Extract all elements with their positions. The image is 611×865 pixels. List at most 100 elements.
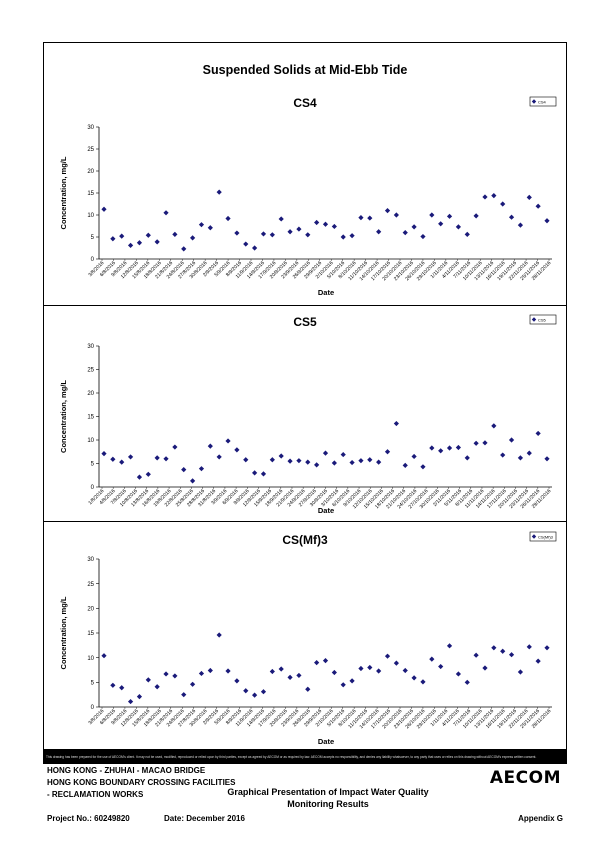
data-point <box>376 668 382 674</box>
data-point <box>216 189 222 195</box>
data-point <box>260 231 267 237</box>
data-point <box>429 445 435 451</box>
data-point <box>482 665 488 671</box>
data-point <box>420 464 426 470</box>
data-point <box>172 444 178 450</box>
legend: CS4 <box>529 96 557 107</box>
data-point <box>314 219 320 226</box>
data-point <box>136 240 143 246</box>
data-point <box>535 658 541 664</box>
legend-marker <box>531 534 537 539</box>
data-point <box>243 457 249 463</box>
y-tick-label: 30 <box>87 344 94 350</box>
data-point <box>508 437 515 443</box>
data-point <box>473 652 479 658</box>
data-point <box>464 231 470 237</box>
data-point <box>119 459 125 465</box>
data-point <box>473 213 479 219</box>
data-point <box>491 423 497 429</box>
data-point <box>314 462 320 468</box>
legend-label: CS5 <box>538 318 547 323</box>
legend-label: CS4 <box>538 100 547 105</box>
data-point <box>127 242 134 248</box>
x-axis-label: Date <box>318 288 334 297</box>
data-point <box>172 673 178 679</box>
data-point <box>349 233 355 239</box>
legend-marker <box>531 317 537 322</box>
data-point <box>349 459 355 466</box>
data-point <box>296 672 302 679</box>
data-point <box>526 644 532 650</box>
data-point <box>163 210 169 216</box>
data-point <box>420 679 426 685</box>
data-point <box>287 458 293 464</box>
data-point <box>234 678 240 684</box>
y-tick-label: 20 <box>87 169 94 175</box>
y-tick-label: 10 <box>87 438 94 444</box>
data-point <box>340 451 346 458</box>
data-point <box>163 671 169 677</box>
data-point <box>181 692 187 698</box>
y-tick-label: 30 <box>87 125 94 131</box>
data-point <box>446 213 453 219</box>
chart-title: CS(Mf)3 <box>282 533 328 547</box>
data-point <box>269 232 275 238</box>
data-point <box>198 670 205 677</box>
data-point <box>305 232 311 238</box>
data-point <box>225 215 231 222</box>
data-point <box>110 456 116 462</box>
data-point <box>438 663 444 670</box>
data-point <box>207 667 213 674</box>
data-point <box>225 438 231 444</box>
project-name-line2: HONG KONG BOUNDARY CROSSING FACILITIES <box>47 778 236 787</box>
data-point <box>500 648 506 654</box>
legend: CS5 <box>529 314 557 325</box>
data-point <box>127 454 134 460</box>
data-point <box>491 645 497 651</box>
data-point <box>101 653 107 659</box>
data-point <box>110 236 116 242</box>
page-title: Suspended Solids at Mid-Ebb Tide <box>202 63 408 77</box>
data-point <box>331 223 337 230</box>
data-point <box>278 666 284 672</box>
data-point <box>402 462 408 468</box>
project-number: Project No.: 60249820 <box>47 814 130 823</box>
data-point <box>243 241 249 247</box>
data-point <box>438 221 444 227</box>
data-point <box>349 678 355 684</box>
data-point <box>420 233 426 240</box>
legend-box <box>529 531 557 542</box>
data-point <box>305 459 311 465</box>
data-point <box>491 193 497 199</box>
data-point <box>438 448 444 454</box>
legend-marker <box>531 99 537 104</box>
data-point <box>384 449 391 455</box>
data-point <box>411 224 417 230</box>
y-tick-label: 25 <box>87 582 94 588</box>
data-point <box>367 664 373 671</box>
drawing-title: Graphical Presentation of Impact Water Q… <box>213 786 443 810</box>
disclaimer-bar: This drawing has been prepared for the u… <box>43 750 567 764</box>
data-point <box>331 460 337 466</box>
data-point <box>376 459 382 465</box>
y-tick-label: 20 <box>87 391 94 397</box>
data-point <box>181 246 187 252</box>
data-point <box>517 455 524 461</box>
data-point <box>455 671 461 677</box>
data-point <box>376 229 382 235</box>
data-point <box>154 684 160 690</box>
data-point <box>411 453 417 460</box>
data-point <box>508 652 515 658</box>
data-point <box>429 212 435 218</box>
data-point <box>367 215 373 221</box>
y-tick-label: 15 <box>87 631 94 637</box>
y-tick-label: 5 <box>91 681 95 687</box>
data-point <box>455 224 461 230</box>
data-point <box>145 471 151 477</box>
drawing-title-line1: Graphical Presentation of Impact Water Q… <box>227 787 429 797</box>
data-point <box>252 692 258 698</box>
data-point <box>322 450 329 456</box>
data-point <box>517 669 524 675</box>
y-tick-label: 5 <box>91 462 95 468</box>
